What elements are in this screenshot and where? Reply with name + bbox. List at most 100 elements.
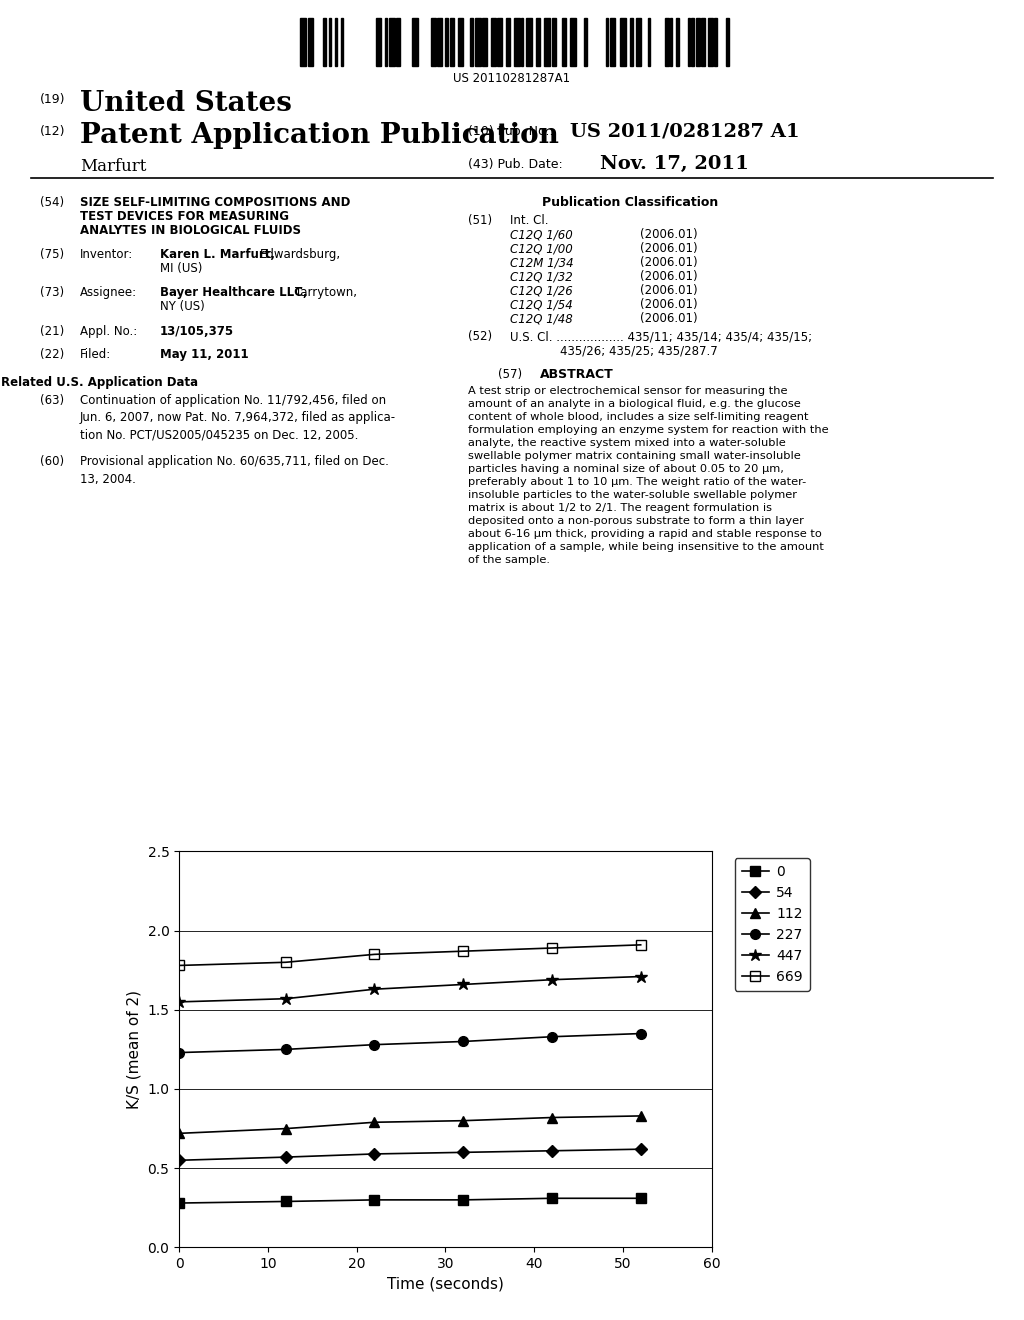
Bar [648, 18, 650, 66]
Legend: 0, 54, 112, 227, 447, 669: 0, 54, 112, 227, 447, 669 [734, 858, 810, 991]
Text: (57): (57) [498, 368, 522, 381]
Text: 435/26; 435/25; 435/287.7: 435/26; 435/25; 435/287.7 [560, 345, 718, 356]
Text: Tarrytown,: Tarrytown, [295, 286, 357, 300]
Text: (10) Pub. No.:: (10) Pub. No.: [468, 125, 554, 139]
Text: (2006.01): (2006.01) [640, 228, 697, 242]
Bar [514, 18, 520, 66]
Text: C12Q 1/26: C12Q 1/26 [510, 284, 572, 297]
Text: analyte, the reactive system mixed into a water-soluble: analyte, the reactive system mixed into … [468, 438, 785, 447]
Bar [458, 18, 463, 66]
Bar [341, 18, 343, 66]
Text: (51): (51) [468, 214, 493, 227]
Text: A test strip or electrochemical sensor for measuring the: A test strip or electrochemical sensor f… [468, 385, 787, 396]
Text: particles having a nominal size of about 0.05 to 20 μm,: particles having a nominal size of about… [468, 465, 784, 474]
Text: (21): (21) [40, 325, 65, 338]
Bar [482, 18, 487, 66]
Bar [506, 18, 510, 66]
Text: Provisional application No. 60/635,711, filed on Dec.
13, 2004.: Provisional application No. 60/635,711, … [80, 455, 389, 486]
Text: C12Q 1/48: C12Q 1/48 [510, 312, 572, 325]
Text: United States: United States [80, 90, 292, 117]
Text: U.S. Cl. .................. 435/11; 435/14; 435/4; 435/15;: U.S. Cl. .................. 435/11; 435/… [510, 330, 812, 343]
Bar [490, 18, 496, 66]
Text: Int. Cl.: Int. Cl. [510, 214, 549, 227]
Text: SIZE SELF-LIMITING COMPOSITIONS AND: SIZE SELF-LIMITING COMPOSITIONS AND [80, 195, 350, 209]
Text: C12Q 1/32: C12Q 1/32 [510, 271, 572, 282]
Text: swellable polymer matrix containing small water-insoluble: swellable polymer matrix containing smal… [468, 451, 801, 461]
Bar [606, 18, 608, 66]
Text: (19): (19) [40, 92, 66, 106]
Bar [323, 18, 326, 66]
Text: (12): (12) [40, 125, 66, 139]
Text: (2006.01): (2006.01) [640, 271, 697, 282]
Bar [475, 18, 481, 66]
Text: Nov. 17, 2011: Nov. 17, 2011 [600, 154, 749, 173]
Bar [562, 18, 566, 66]
Bar [676, 18, 679, 66]
Text: (2006.01): (2006.01) [640, 256, 697, 269]
Bar [497, 18, 502, 66]
Bar [691, 18, 694, 66]
Bar [665, 18, 669, 66]
Bar [701, 18, 705, 66]
Text: (43) Pub. Date:: (43) Pub. Date: [468, 158, 563, 172]
Text: C12Q 1/00: C12Q 1/00 [510, 242, 572, 255]
Text: (2006.01): (2006.01) [640, 298, 697, 312]
Text: (73): (73) [40, 286, 65, 300]
Bar [636, 18, 641, 66]
Bar [526, 18, 532, 66]
Text: C12Q 1/54: C12Q 1/54 [510, 298, 572, 312]
Bar [431, 18, 436, 66]
Text: Inventor:: Inventor: [80, 248, 133, 261]
Text: preferably about 1 to 10 μm. The weight ratio of the water-: preferably about 1 to 10 μm. The weight … [468, 477, 806, 487]
Bar [470, 18, 473, 66]
Bar [536, 18, 540, 66]
Bar [610, 18, 615, 66]
Text: (2006.01): (2006.01) [640, 284, 697, 297]
Text: (52): (52) [468, 330, 493, 343]
Bar [708, 18, 713, 66]
Text: Karen L. Marfurt,: Karen L. Marfurt, [160, 248, 275, 261]
Bar [584, 18, 587, 66]
Text: of the sample.: of the sample. [468, 554, 550, 565]
Bar [552, 18, 556, 66]
Text: insoluble particles to the water-soluble swellable polymer: insoluble particles to the water-soluble… [468, 490, 797, 500]
Text: Filed:: Filed: [80, 348, 112, 360]
Bar [335, 18, 337, 66]
Text: ABSTRACT: ABSTRACT [540, 368, 613, 381]
Text: (2006.01): (2006.01) [640, 312, 697, 325]
Text: Bayer Healthcare LLC,: Bayer Healthcare LLC, [160, 286, 307, 300]
Bar [385, 18, 387, 66]
Text: C12M 1/34: C12M 1/34 [510, 256, 573, 269]
Text: US 20110281287A1: US 20110281287A1 [454, 73, 570, 84]
Text: Edwardsburg,: Edwardsburg, [260, 248, 341, 261]
Text: US 2011/0281287 A1: US 2011/0281287 A1 [570, 121, 800, 140]
Text: application of a sample, while being insensitive to the amount: application of a sample, while being ins… [468, 543, 824, 552]
Text: ANALYTES IN BIOLOGICAL FLUIDS: ANALYTES IN BIOLOGICAL FLUIDS [80, 224, 301, 238]
Text: (75): (75) [40, 248, 65, 261]
Text: about 6-16 μm thick, providing a rapid and stable response to: about 6-16 μm thick, providing a rapid a… [468, 529, 822, 539]
Bar [329, 18, 331, 66]
Text: Appl. No.:: Appl. No.: [80, 325, 137, 338]
Bar [570, 18, 575, 66]
Text: Publication Classification: Publication Classification [542, 195, 718, 209]
Text: May 11, 2011: May 11, 2011 [160, 348, 249, 360]
Bar [670, 18, 672, 66]
Bar [714, 18, 717, 66]
Bar [630, 18, 633, 66]
Text: deposited onto a non-porous substrate to form a thin layer: deposited onto a non-porous substrate to… [468, 516, 804, 525]
Text: NY (US): NY (US) [160, 300, 205, 313]
Text: C12Q 1/60: C12Q 1/60 [510, 228, 572, 242]
Bar [620, 18, 626, 66]
Text: Assignee:: Assignee: [80, 286, 137, 300]
Bar [396, 18, 400, 66]
Bar [726, 18, 729, 66]
Text: amount of an analyte in a biological fluid, e.g. the glucose: amount of an analyte in a biological flu… [468, 399, 801, 409]
Text: (63): (63) [40, 393, 65, 407]
Bar [521, 18, 523, 66]
Bar [437, 18, 442, 66]
Text: Related U.S. Application Data: Related U.S. Application Data [1, 376, 199, 389]
Y-axis label: K/S (mean of 2): K/S (mean of 2) [127, 990, 142, 1109]
Text: TEST DEVICES FOR MEASURING: TEST DEVICES FOR MEASURING [80, 210, 289, 223]
Bar [696, 18, 700, 66]
Text: (22): (22) [40, 348, 65, 360]
